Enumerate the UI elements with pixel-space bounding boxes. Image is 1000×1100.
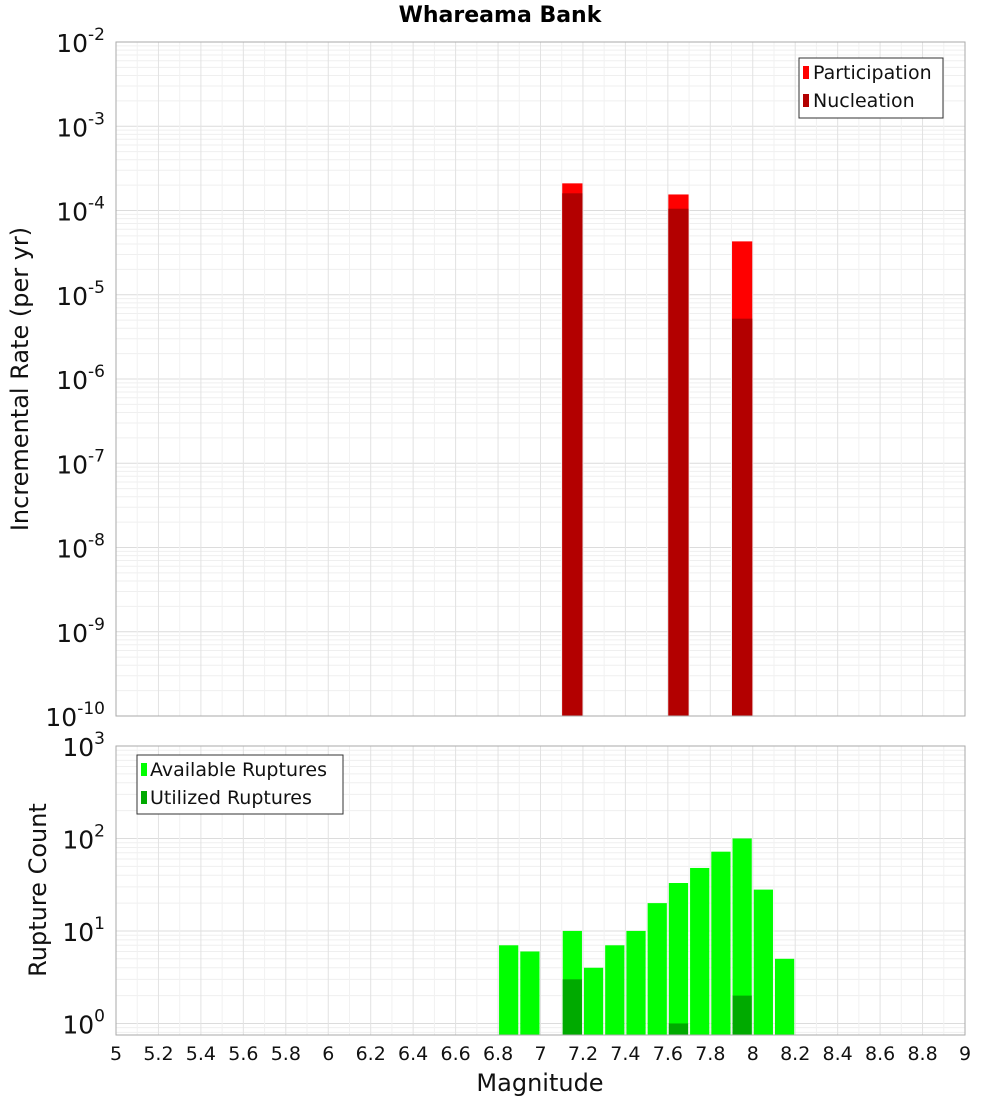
bar-available-ruptures [520,951,540,1035]
x-tick-label: 6.4 [398,1043,428,1065]
x-tick-label: 5 [110,1043,122,1065]
x-tick-label: 8.4 [823,1043,853,1065]
x-tick-label: 8.2 [780,1043,810,1065]
y-tick-label: 100 [62,1006,105,1039]
x-tick-label: 7.6 [653,1043,683,1065]
bar-nucleation [668,208,689,717]
x-tick-label: 7 [534,1043,546,1065]
y-tick-label: 10-4 [56,194,105,227]
y-tick-label: 10-5 [56,278,105,311]
x-tick-label: 9 [959,1043,971,1065]
bar-utilized-ruptures [562,979,582,1035]
bar-utilized-ruptures [732,995,752,1035]
y-tick-label: 102 [62,821,105,854]
x-tick-label: 8.6 [865,1043,895,1065]
bar-available-ruptures [774,958,795,1035]
bar-available-ruptures [647,903,667,1035]
bar-available-ruptures [753,889,773,1035]
x-axis-title: Magnitude [476,1069,603,1097]
y-tick-label: 10-6 [56,362,105,395]
bottom-plot-x-ticks: 5 5.2 5.4 5.6 5.8 6 6.2 6.4 6.6 6.8 7 7.2 7.4 7.6 7.8 8… [110,1043,971,1065]
bar-utilized-ruptures [668,1023,689,1035]
x-tick-label: 5.4 [186,1043,216,1065]
y-tick-label: 10-2 [56,25,105,58]
bar-available-ruptures [690,867,710,1035]
y-tick-label: 10-9 [56,615,105,648]
top-plot-bars [562,183,753,717]
x-tick-label: 5.8 [271,1043,301,1065]
legend-swatch-participation [803,66,809,79]
y-tick-label: 10-8 [56,531,105,564]
y-tick-label: 103 [62,729,105,762]
y-tick-label: 10-3 [56,109,105,142]
top-plot-frame [115,41,966,717]
x-tick-label: 5.6 [228,1043,258,1065]
legend-label-utilized: Utilized Ruptures [150,787,312,809]
top-y-axis-title: Incremental Rate (per yr) [6,227,34,531]
top-legend: Participation Nucleation [798,57,944,119]
bottom-plot-grid [115,745,966,1035]
y-tick-label: 10-7 [56,446,105,479]
x-tick-label: 5.2 [143,1043,173,1065]
x-tick-label: 6 [322,1043,334,1065]
bar-available-ruptures [499,945,519,1035]
bottom-legend: Available Ruptures Utilized Ruptures [136,754,344,815]
y-tick-label: 10-10 [45,699,105,732]
x-tick-label: 7.8 [695,1043,725,1065]
x-tick-label: 8 [747,1043,759,1065]
bar-available-ruptures [605,945,625,1035]
x-tick-label: 7.2 [568,1043,598,1065]
legend-label-nucleation: Nucleation [813,90,915,112]
y-tick-label: 101 [62,914,105,947]
bar-nucleation [562,193,583,717]
top-plot-y-ticks: 10-10 10-9 10-8 10-7 10-6 10-5 10-4 10-3 10-2 [45,25,105,732]
legend-swatch-utilized [141,791,147,804]
bar-available-ruptures [583,967,604,1035]
bar-available-ruptures [668,883,689,1035]
x-tick-label: 8.8 [907,1043,937,1065]
legend-label-available: Available Ruptures [150,759,327,781]
x-tick-label: 6.6 [440,1043,470,1065]
bar-available-ruptures [711,851,731,1035]
top-legend-box [798,57,944,119]
legend-swatch-nucleation [803,94,809,107]
bottom-plot-frame [115,745,966,1036]
bar-available-ruptures [732,838,752,1035]
legend-label-participation: Participation [813,62,932,84]
bar-available-ruptures [626,930,646,1035]
legend-swatch-available [141,763,147,776]
x-tick-label: 6.8 [483,1043,513,1065]
bottom-plot-y-ticks: 100 101 102 103 [62,729,105,1039]
top-plot-grid [115,41,966,717]
bar-nucleation [732,318,753,716]
x-tick-label: 6.2 [356,1043,386,1065]
chart-title: Whareama Bank [399,3,603,28]
bottom-plot-bars [499,838,795,1035]
bottom-legend-box [136,754,344,815]
x-tick-label: 7.4 [610,1043,640,1065]
bottom-y-axis-title: Rupture Count [24,803,52,977]
